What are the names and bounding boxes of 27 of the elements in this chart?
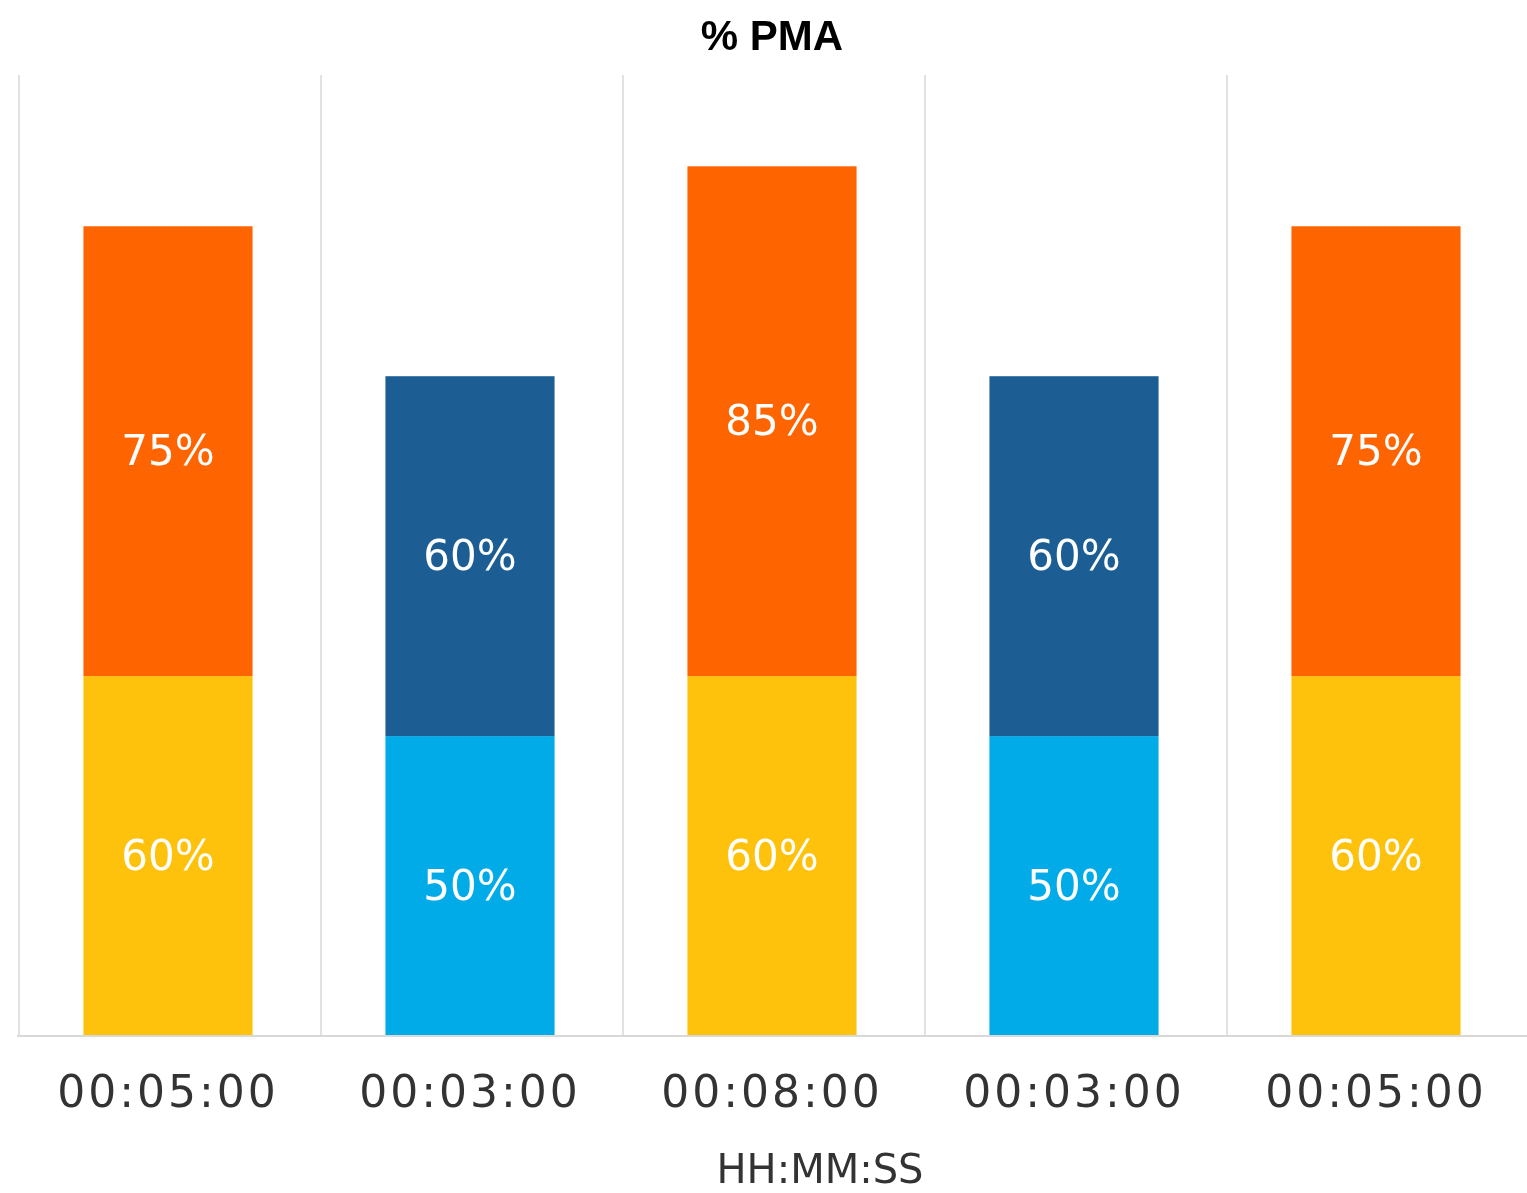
bar (385, 736, 555, 1036)
bar (1291, 676, 1461, 1036)
bar (989, 376, 1159, 737)
x-tick-label: 00:08:00 (661, 1066, 883, 1118)
data-label: 60% (1329, 831, 1423, 881)
data-label: 50% (423, 861, 517, 911)
bar (687, 166, 857, 677)
bar (687, 676, 857, 1036)
data-label: 75% (121, 426, 215, 476)
data-label: 60% (121, 831, 215, 881)
bar (83, 226, 253, 677)
bar (83, 676, 253, 1036)
chart-title: % PMA (700, 12, 844, 59)
x-tick-label: 00:03:00 (963, 1066, 1185, 1118)
data-label: 60% (1027, 531, 1121, 581)
bar (385, 376, 555, 737)
data-label: 85% (725, 396, 819, 446)
data-label: 50% (1027, 861, 1121, 911)
x-axis-title: HH:MM:SS (716, 1146, 924, 1192)
x-tick-label: 00:03:00 (359, 1066, 581, 1118)
bar (989, 736, 1159, 1036)
data-label: 75% (1329, 426, 1423, 476)
bar (1291, 226, 1461, 677)
x-tick-label: 00:05:00 (1265, 1066, 1487, 1118)
data-label: 60% (725, 831, 819, 881)
x-tick-label: 00:05:00 (57, 1066, 279, 1118)
data-label: 60% (423, 531, 517, 581)
